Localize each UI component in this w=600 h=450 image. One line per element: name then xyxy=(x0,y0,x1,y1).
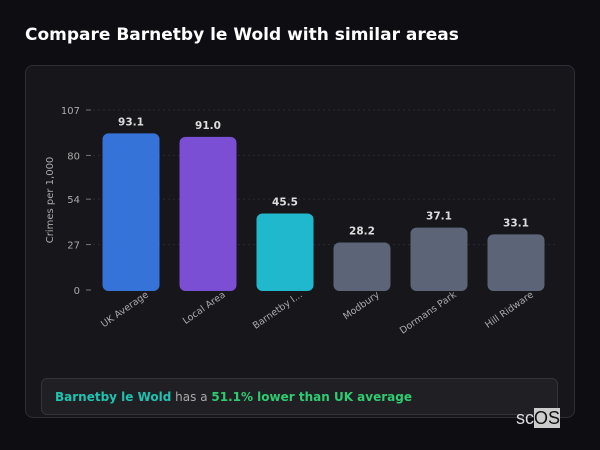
x-tick-label: UK Average xyxy=(99,289,151,330)
callout-middle: has a xyxy=(171,390,212,404)
bar-value-label: 91.0 xyxy=(195,120,221,132)
bar xyxy=(333,242,391,291)
x-tick-label: Modbury xyxy=(341,289,382,322)
bar-value-label: 28.2 xyxy=(349,226,375,238)
x-tick-label: Local Area xyxy=(181,289,228,326)
bar-value-label: 93.1 xyxy=(118,116,144,128)
bar xyxy=(102,133,160,291)
x-tick-label: Hill Ridware xyxy=(483,289,536,330)
bar xyxy=(179,136,237,291)
callout-area: Barnetby le Wold xyxy=(55,390,172,404)
y-tick-label: 80 xyxy=(67,151,80,162)
y-tick-label: 27 xyxy=(67,241,80,252)
y-tick-label: 107 xyxy=(61,106,80,117)
callout-result: 51.1% lower than UK average xyxy=(211,390,412,404)
bar-value-label: 37.1 xyxy=(426,211,452,223)
y-tick-label: 0 xyxy=(74,286,80,297)
bar xyxy=(256,213,314,291)
bar xyxy=(410,227,468,291)
page-title: Compare Barnetby le Wold with similar ar… xyxy=(25,25,459,45)
y-tick-label: 54 xyxy=(67,195,80,206)
bar-value-label: 45.5 xyxy=(272,196,298,208)
comparison-callout: Barnetby le Wold has a 51.1% lower than … xyxy=(41,378,558,415)
y-axis-label: Crimes per 1,000 xyxy=(45,157,56,244)
x-tick-label: Barnetby l... xyxy=(251,289,305,331)
x-tick-label: Dormans Park xyxy=(398,289,459,336)
scos-logo: scOS xyxy=(516,408,561,428)
bar-value-label: 33.1 xyxy=(503,217,529,229)
bar xyxy=(487,234,545,291)
